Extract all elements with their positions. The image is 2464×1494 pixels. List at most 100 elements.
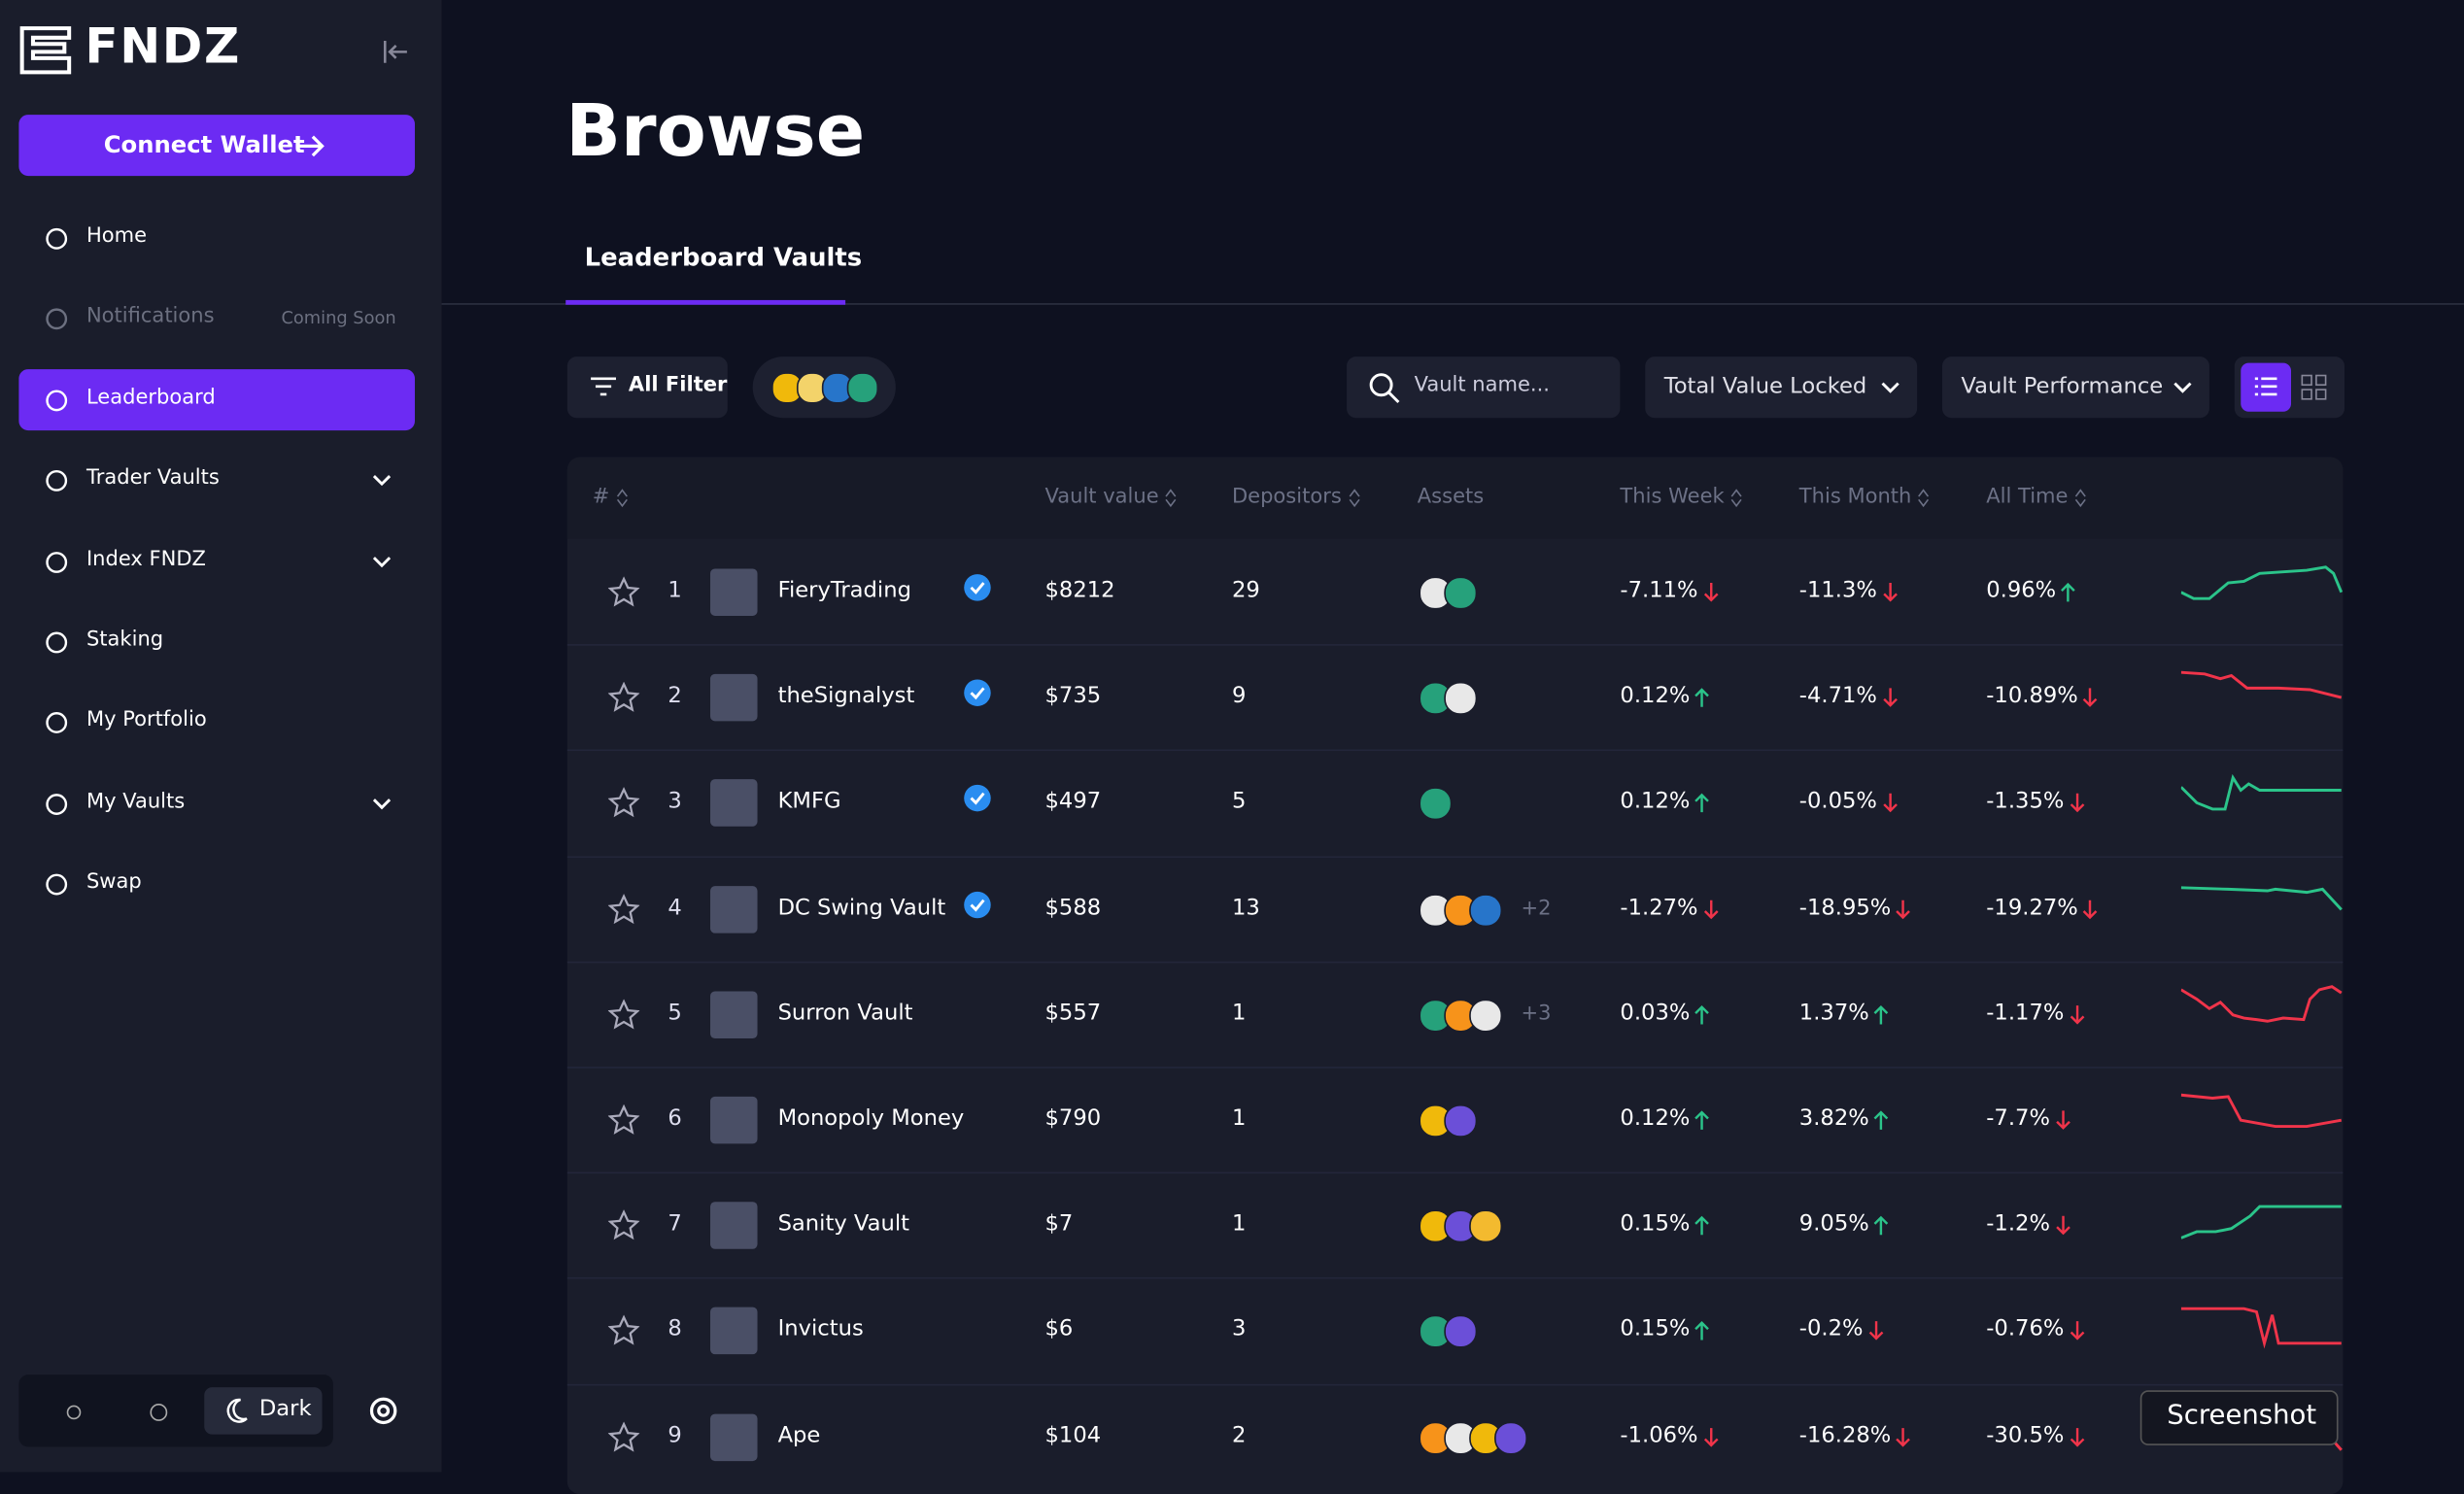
nav-icon — [44, 792, 69, 817]
nav-icon — [44, 872, 69, 898]
column-header[interactable]: # — [592, 485, 610, 510]
percent: -10.89% — [1986, 683, 2078, 709]
sparkline — [2179, 772, 2344, 835]
vault-name[interactable]: Monopoly Money — [777, 1105, 965, 1132]
vault-name[interactable]: theSignalyst — [777, 683, 915, 709]
percent: -18.95% — [1798, 895, 1892, 921]
light-icon[interactable] — [59, 1398, 87, 1426]
favorite-star[interactable] — [607, 1209, 640, 1241]
vault-value: $588 — [1044, 895, 1102, 921]
favorite-star[interactable] — [607, 1420, 640, 1452]
sort-icon — [2074, 489, 2087, 508]
settings-icon[interactable] — [366, 1394, 401, 1429]
depositors: 5 — [1231, 789, 1247, 815]
column-header[interactable]: This Month — [1798, 485, 1912, 510]
asset-icon — [1469, 893, 1503, 927]
vault-name[interactable]: Invictus — [777, 1316, 864, 1342]
vault-name[interactable]: DC Swing Vault — [777, 895, 946, 921]
vault-name[interactable]: FieryTrading — [777, 578, 911, 604]
favorite-star[interactable] — [607, 681, 640, 713]
avatar — [710, 674, 758, 722]
favorite-star[interactable] — [607, 893, 640, 925]
avatar — [710, 1412, 758, 1461]
vault-name[interactable]: Surron Vault — [777, 1000, 913, 1026]
sparkline — [2180, 1089, 2344, 1152]
auto-icon[interactable] — [145, 1398, 173, 1426]
collapse-icon[interactable] — [382, 38, 410, 66]
table-header-bg — [566, 457, 2344, 539]
dark-button[interactable] — [204, 1387, 323, 1435]
favorite-star[interactable] — [607, 787, 640, 819]
trend-arrow — [1895, 1426, 1910, 1448]
trend-arrow — [1694, 1214, 1709, 1237]
filter-icon — [589, 376, 617, 398]
vault-value: $6 — [1044, 1316, 1074, 1342]
depositors: 9 — [1231, 683, 1247, 709]
favorite-star[interactable] — [607, 1104, 640, 1136]
favorite-star[interactable] — [607, 1315, 640, 1346]
trend-arrow — [2082, 687, 2098, 709]
rank: 3 — [667, 789, 682, 815]
sparkline — [2180, 877, 2344, 940]
row-divider — [566, 855, 2344, 858]
grid-icon[interactable] — [2301, 374, 2327, 400]
favorite-star[interactable] — [607, 576, 640, 608]
column-header[interactable]: This Week — [1620, 485, 1725, 510]
nav-icon — [44, 468, 69, 493]
filter-button[interactable] — [566, 357, 728, 419]
nav-item[interactable]: Staking — [86, 628, 164, 653]
vault-name[interactable]: Sanity Vault — [777, 1211, 910, 1238]
percent: -11.3% — [1798, 578, 1877, 604]
nav-item[interactable]: My Portfolio — [86, 708, 207, 732]
nav-item[interactable]: Leaderboard — [86, 386, 216, 411]
vault-value: $7 — [1044, 1211, 1074, 1238]
divider — [441, 303, 2464, 305]
row-divider — [566, 750, 2344, 752]
dropdown[interactable] — [1941, 357, 2209, 419]
percent: 3.82% — [1798, 1105, 1869, 1132]
trend-arrow — [1694, 793, 1709, 815]
brand: FNDZ — [85, 18, 242, 76]
column-header[interactable]: All Time — [1986, 485, 2069, 510]
verified-badge — [963, 785, 991, 813]
trend-arrow — [2060, 581, 2075, 603]
sort-icon — [1164, 489, 1177, 508]
list-icon — [2253, 374, 2278, 399]
nav-item[interactable]: Home — [86, 224, 148, 249]
rank: 8 — [667, 1316, 682, 1342]
nav-item[interactable]: Notifications — [86, 304, 215, 329]
trend-arrow — [1694, 1109, 1709, 1132]
dropdown-label: Vault Performance — [1961, 373, 2164, 399]
percent: -1.27% — [1620, 895, 1698, 921]
trend-arrow — [1873, 1214, 1889, 1237]
sort-icon — [1917, 489, 1930, 508]
favorite-star[interactable] — [607, 999, 640, 1030]
column-header[interactable]: Vault value — [1044, 485, 1159, 510]
rank: 1 — [667, 578, 682, 604]
connect-wallet-button[interactable] — [18, 115, 415, 177]
rank: 9 — [667, 1422, 682, 1448]
chevron[interactable] — [371, 553, 394, 571]
trend-arrow — [1694, 1003, 1709, 1026]
nav-item[interactable]: Trader Vaults — [86, 466, 220, 491]
nav-icon — [44, 710, 69, 735]
nav-item[interactable]: Index FNDZ — [86, 548, 206, 572]
nav-item[interactable]: Swap — [86, 869, 142, 895]
chevron[interactable] — [371, 471, 394, 490]
nav-item[interactable]: My Vaults — [86, 790, 186, 814]
connect-wallet-label: Connect Wallet — [103, 130, 305, 159]
sidebar — [0, 0, 442, 1473]
percent: 0.12% — [1620, 1105, 1691, 1132]
vault-name[interactable]: KMFG — [777, 789, 841, 815]
avatar — [710, 1307, 758, 1355]
column-header[interactable]: Depositors — [1231, 485, 1342, 510]
trend-arrow — [2055, 1109, 2070, 1132]
dropdown[interactable] — [1645, 357, 1918, 419]
more-assets: +3 — [1521, 1002, 1552, 1026]
trend-arrow — [2055, 1214, 2070, 1237]
rank: 6 — [667, 1105, 682, 1132]
avatar — [710, 568, 758, 616]
tab[interactable]: Leaderboard Vaults — [584, 242, 863, 272]
chevron[interactable] — [371, 795, 394, 813]
vault-name[interactable]: Ape — [777, 1422, 821, 1448]
